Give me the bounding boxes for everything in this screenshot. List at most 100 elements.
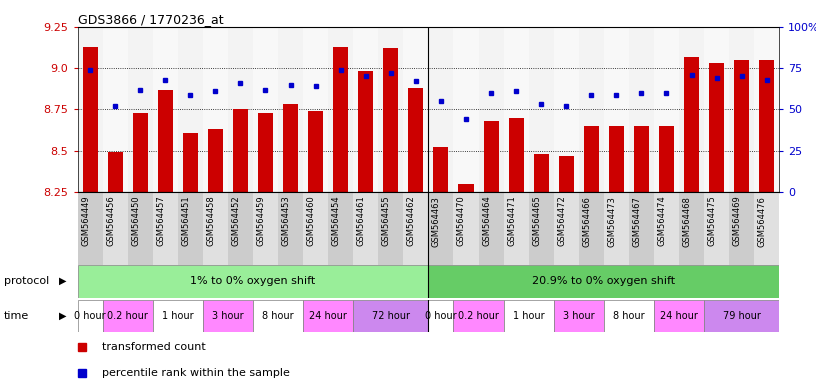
Bar — [208, 129, 223, 192]
Text: GSM564475: GSM564475 — [707, 196, 716, 247]
Bar — [203, 192, 228, 265]
Bar — [78, 27, 103, 192]
Bar — [178, 27, 203, 192]
Bar — [228, 27, 253, 192]
Text: GSM564465: GSM564465 — [532, 196, 541, 247]
Bar — [659, 126, 674, 192]
Bar — [358, 71, 373, 192]
Bar — [153, 192, 178, 265]
Text: ▶: ▶ — [59, 311, 67, 321]
Bar — [183, 132, 197, 192]
Bar — [454, 300, 503, 332]
Text: GSM564466: GSM564466 — [583, 196, 592, 247]
Bar — [459, 184, 473, 192]
Bar — [428, 27, 454, 192]
Bar — [730, 192, 754, 265]
Text: GSM564455: GSM564455 — [382, 196, 391, 246]
Text: 3 hour: 3 hour — [563, 311, 595, 321]
Bar — [82, 47, 98, 192]
Text: GSM564476: GSM564476 — [758, 196, 767, 247]
Bar — [428, 300, 454, 332]
Bar — [629, 27, 654, 192]
Text: GSM564468: GSM564468 — [682, 196, 691, 247]
Bar — [253, 192, 278, 265]
Text: 0 hour: 0 hour — [74, 311, 106, 321]
Text: transformed count: transformed count — [102, 342, 206, 352]
Bar — [454, 27, 478, 192]
Bar — [253, 27, 278, 192]
Bar — [203, 27, 228, 192]
Text: 0.2 hour: 0.2 hour — [107, 311, 148, 321]
Bar — [730, 27, 754, 192]
Text: 24 hour: 24 hour — [660, 311, 698, 321]
Bar — [379, 192, 403, 265]
Text: 1 hour: 1 hour — [512, 311, 544, 321]
Text: GSM564467: GSM564467 — [632, 196, 641, 247]
Bar — [604, 300, 654, 332]
Bar — [328, 192, 353, 265]
Text: GSM564469: GSM564469 — [733, 196, 742, 247]
Text: GSM564456: GSM564456 — [106, 196, 115, 247]
Bar — [754, 192, 779, 265]
Bar — [654, 27, 679, 192]
Bar — [478, 27, 503, 192]
Bar — [408, 88, 424, 192]
Bar — [754, 27, 779, 192]
Bar — [328, 27, 353, 192]
Text: GSM564458: GSM564458 — [206, 196, 215, 247]
Bar — [233, 109, 248, 192]
Text: GSM564449: GSM564449 — [81, 196, 90, 246]
Bar — [303, 27, 328, 192]
Bar — [508, 118, 524, 192]
Bar — [353, 300, 428, 332]
Bar — [503, 300, 554, 332]
Text: GSM564471: GSM564471 — [507, 196, 516, 247]
Bar — [228, 192, 253, 265]
Bar — [157, 89, 173, 192]
Text: 24 hour: 24 hour — [309, 311, 347, 321]
Bar — [759, 60, 774, 192]
Text: GSM564460: GSM564460 — [307, 196, 316, 247]
Bar — [133, 113, 148, 192]
Bar — [478, 192, 503, 265]
Text: GSM564459: GSM564459 — [256, 196, 265, 246]
Bar — [103, 300, 153, 332]
Text: GSM564462: GSM564462 — [407, 196, 416, 247]
Bar — [353, 192, 379, 265]
Text: GSM564454: GSM564454 — [331, 196, 340, 246]
Bar — [303, 300, 353, 332]
Bar — [634, 126, 649, 192]
Bar — [454, 192, 478, 265]
Bar — [278, 192, 303, 265]
Bar — [428, 265, 779, 298]
Text: GSM564451: GSM564451 — [181, 196, 190, 246]
Bar — [554, 300, 604, 332]
Bar — [503, 192, 529, 265]
Text: GSM564474: GSM564474 — [658, 196, 667, 247]
Bar — [529, 27, 554, 192]
Bar — [379, 27, 403, 192]
Bar — [103, 27, 127, 192]
Text: 20.9% to 0% oxygen shift: 20.9% to 0% oxygen shift — [532, 276, 676, 286]
Text: percentile rank within the sample: percentile rank within the sample — [102, 367, 290, 377]
Text: 0.2 hour: 0.2 hour — [458, 311, 499, 321]
Bar — [433, 147, 449, 192]
Text: 1% to 0% oxygen shift: 1% to 0% oxygen shift — [190, 276, 316, 286]
Bar — [127, 27, 153, 192]
Bar — [78, 192, 103, 265]
Bar — [78, 265, 428, 298]
Bar — [503, 27, 529, 192]
Bar — [554, 27, 579, 192]
Bar — [704, 27, 730, 192]
Text: GSM564450: GSM564450 — [131, 196, 140, 246]
Bar — [103, 192, 127, 265]
Bar — [583, 126, 599, 192]
Text: GSM564461: GSM564461 — [357, 196, 366, 247]
Bar — [353, 27, 379, 192]
Bar — [278, 27, 303, 192]
Bar — [734, 60, 749, 192]
Text: GSM564473: GSM564473 — [607, 196, 616, 247]
Bar — [258, 113, 273, 192]
Bar — [609, 126, 624, 192]
Bar — [654, 192, 679, 265]
